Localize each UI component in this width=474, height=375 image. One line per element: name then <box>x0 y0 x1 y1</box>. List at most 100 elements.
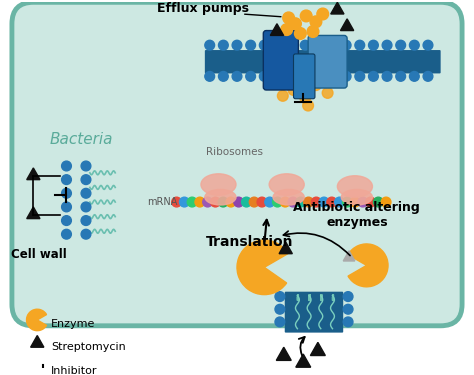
Text: Enzyme: Enzyme <box>51 319 95 329</box>
Circle shape <box>81 188 91 198</box>
Circle shape <box>62 230 72 239</box>
Circle shape <box>301 72 310 81</box>
Ellipse shape <box>341 189 373 205</box>
Circle shape <box>273 72 283 81</box>
Circle shape <box>219 72 228 81</box>
Circle shape <box>203 197 212 207</box>
Circle shape <box>343 304 353 314</box>
Circle shape <box>246 40 255 50</box>
Circle shape <box>242 197 251 207</box>
Polygon shape <box>276 347 291 360</box>
Circle shape <box>317 8 328 20</box>
Circle shape <box>300 92 310 103</box>
Circle shape <box>277 90 288 101</box>
Polygon shape <box>27 168 40 180</box>
Circle shape <box>259 72 269 81</box>
Circle shape <box>62 175 72 184</box>
Circle shape <box>290 18 301 30</box>
Circle shape <box>343 317 353 327</box>
Circle shape <box>341 40 351 50</box>
Circle shape <box>365 197 375 207</box>
Circle shape <box>281 24 292 35</box>
Circle shape <box>303 100 313 111</box>
Polygon shape <box>340 19 354 30</box>
Circle shape <box>232 40 242 50</box>
Circle shape <box>62 161 72 171</box>
Circle shape <box>423 72 433 81</box>
Ellipse shape <box>273 189 304 205</box>
Polygon shape <box>331 2 344 14</box>
Circle shape <box>210 197 220 207</box>
Circle shape <box>81 202 91 212</box>
Circle shape <box>396 72 406 81</box>
Circle shape <box>350 197 360 207</box>
Circle shape <box>218 197 228 207</box>
Circle shape <box>369 40 378 50</box>
Polygon shape <box>296 354 311 367</box>
Text: Inhibitor: Inhibitor <box>51 366 97 375</box>
Wedge shape <box>27 309 46 331</box>
Circle shape <box>219 40 228 50</box>
Circle shape <box>205 40 215 50</box>
Polygon shape <box>31 336 44 347</box>
Circle shape <box>288 85 299 95</box>
Circle shape <box>234 197 244 207</box>
Circle shape <box>328 72 337 81</box>
Circle shape <box>287 40 296 50</box>
FancyBboxPatch shape <box>293 54 315 99</box>
Circle shape <box>310 16 322 28</box>
Text: Antibiotic altering
enzymes: Antibiotic altering enzymes <box>293 201 420 229</box>
Circle shape <box>265 197 274 207</box>
Circle shape <box>294 28 306 39</box>
Circle shape <box>396 40 406 50</box>
Circle shape <box>232 72 242 81</box>
Circle shape <box>81 230 91 239</box>
Circle shape <box>410 40 419 50</box>
Circle shape <box>275 292 285 302</box>
Circle shape <box>280 197 290 207</box>
Circle shape <box>301 10 312 22</box>
Circle shape <box>311 197 321 207</box>
Circle shape <box>355 72 365 81</box>
Circle shape <box>310 80 321 90</box>
Circle shape <box>259 40 269 50</box>
Circle shape <box>275 317 285 327</box>
Circle shape <box>314 40 324 50</box>
Circle shape <box>343 292 353 302</box>
Circle shape <box>342 197 352 207</box>
Wedge shape <box>237 240 288 295</box>
Circle shape <box>283 12 294 24</box>
FancyBboxPatch shape <box>264 30 299 90</box>
Circle shape <box>301 40 310 50</box>
Circle shape <box>246 72 255 81</box>
Text: mRNA: mRNA <box>147 197 178 207</box>
Circle shape <box>187 197 197 207</box>
Circle shape <box>369 72 378 81</box>
Circle shape <box>410 72 419 81</box>
Text: Translation: Translation <box>206 235 293 249</box>
Circle shape <box>381 197 391 207</box>
Circle shape <box>287 72 296 81</box>
Circle shape <box>423 40 433 50</box>
Circle shape <box>319 197 329 207</box>
FancyBboxPatch shape <box>308 35 347 88</box>
Circle shape <box>62 202 72 212</box>
Circle shape <box>195 197 205 207</box>
Circle shape <box>328 40 337 50</box>
Ellipse shape <box>205 189 236 205</box>
Text: Ribosomes: Ribosomes <box>206 147 263 157</box>
Circle shape <box>257 197 267 207</box>
Circle shape <box>314 72 324 81</box>
Polygon shape <box>279 242 292 254</box>
Circle shape <box>249 197 259 207</box>
Circle shape <box>205 72 215 81</box>
Text: Bacteria: Bacteria <box>50 132 113 147</box>
Circle shape <box>327 197 337 207</box>
Ellipse shape <box>201 174 236 195</box>
Circle shape <box>382 40 392 50</box>
Circle shape <box>341 72 351 81</box>
Text: Cell wall: Cell wall <box>11 248 67 261</box>
Circle shape <box>296 197 306 207</box>
Polygon shape <box>310 342 325 355</box>
FancyBboxPatch shape <box>285 292 343 333</box>
